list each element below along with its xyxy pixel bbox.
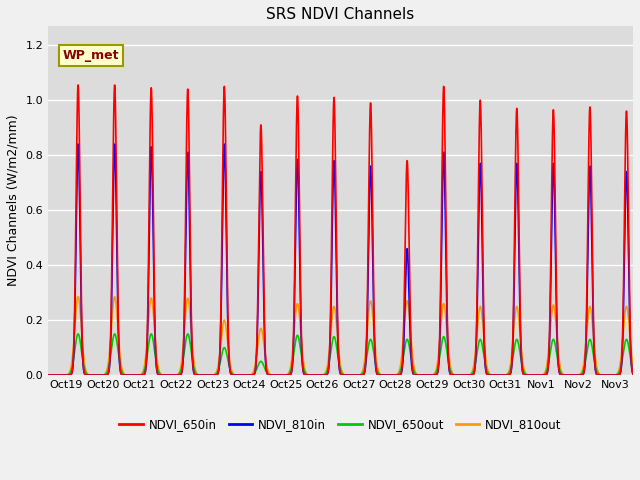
Y-axis label: NDVI Channels (W/m2/mm): NDVI Channels (W/m2/mm) bbox=[7, 115, 20, 287]
Text: WP_met: WP_met bbox=[63, 49, 119, 62]
Title: SRS NDVI Channels: SRS NDVI Channels bbox=[266, 7, 415, 22]
Legend: NDVI_650in, NDVI_810in, NDVI_650out, NDVI_810out: NDVI_650in, NDVI_810in, NDVI_650out, NDV… bbox=[115, 413, 566, 435]
